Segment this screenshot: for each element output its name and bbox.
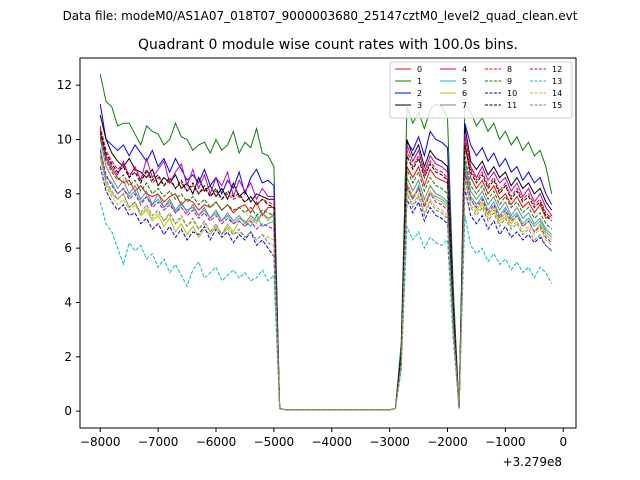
- series-layer: [99, 74, 553, 411]
- legend-label: 0: [417, 65, 422, 74]
- legend-label: 15: [552, 101, 562, 110]
- x-tick-label: −5000: [254, 435, 295, 449]
- x-tick-label: −3000: [369, 435, 410, 449]
- series-line-2: [99, 104, 553, 411]
- plot-area: −8000 −7000 −6000 −5000 −4000 −3000 −2000 −1000…: [57, 57, 577, 469]
- legend-label: 4: [462, 65, 467, 74]
- y-tick-label: 6: [64, 241, 72, 255]
- legend-label: 7: [462, 101, 467, 110]
- legend-label: 9: [507, 77, 512, 86]
- y-tick-label: 4: [64, 295, 72, 309]
- series-line-5: [99, 147, 553, 411]
- legend-label: 5: [462, 77, 467, 86]
- y-tick-label: 0: [64, 404, 72, 418]
- series-line-3: [99, 114, 553, 411]
- x-offset-text: +3.279e8: [503, 455, 562, 469]
- suptitle: Data file: modeM0/AS1A07_018T07_90000036…: [63, 9, 578, 23]
- x-tick-label: −7000: [138, 435, 179, 449]
- series-line-6: [99, 152, 553, 411]
- x-tick-label: −2000: [427, 435, 468, 449]
- series-line-10: [99, 166, 553, 411]
- series-line-15: [99, 155, 553, 411]
- y-axis: 0 2 4 6 8 10 12: [57, 78, 80, 418]
- y-tick-label: 10: [57, 132, 72, 146]
- axes-frame: [79, 57, 577, 429]
- x-tick-label: −1000: [485, 435, 526, 449]
- x-tick-label: 0: [559, 435, 567, 449]
- legend-label: 1: [417, 77, 422, 86]
- legend-label: 10: [507, 89, 517, 98]
- chart-title: Quadrant 0 module wise count rates with …: [138, 37, 518, 53]
- legend-box: [389, 61, 573, 119]
- legend-label: 3: [417, 101, 422, 110]
- legend-label: 13: [552, 77, 562, 86]
- legend-label: 11: [507, 101, 517, 110]
- legend-label: 2: [417, 89, 422, 98]
- legend-label: 6: [462, 89, 467, 98]
- series-line-1: [99, 74, 553, 411]
- y-tick-label: 8: [64, 187, 72, 201]
- x-tick-label: −6000: [196, 435, 237, 449]
- x-axis: −8000 −7000 −6000 −5000 −4000 −3000 −2000 −1000…: [80, 428, 567, 449]
- y-tick-label: 12: [57, 78, 72, 92]
- legend-label: 12: [552, 65, 562, 74]
- legend-label: 8: [507, 65, 512, 74]
- series-line-13: [99, 201, 553, 411]
- x-tick-label: −4000: [311, 435, 352, 449]
- x-tick-label: −8000: [80, 435, 121, 449]
- y-tick-label: 2: [64, 350, 72, 364]
- legend-label: 14: [552, 89, 562, 98]
- series-line-11: [99, 131, 553, 411]
- series-line-12: [99, 150, 553, 411]
